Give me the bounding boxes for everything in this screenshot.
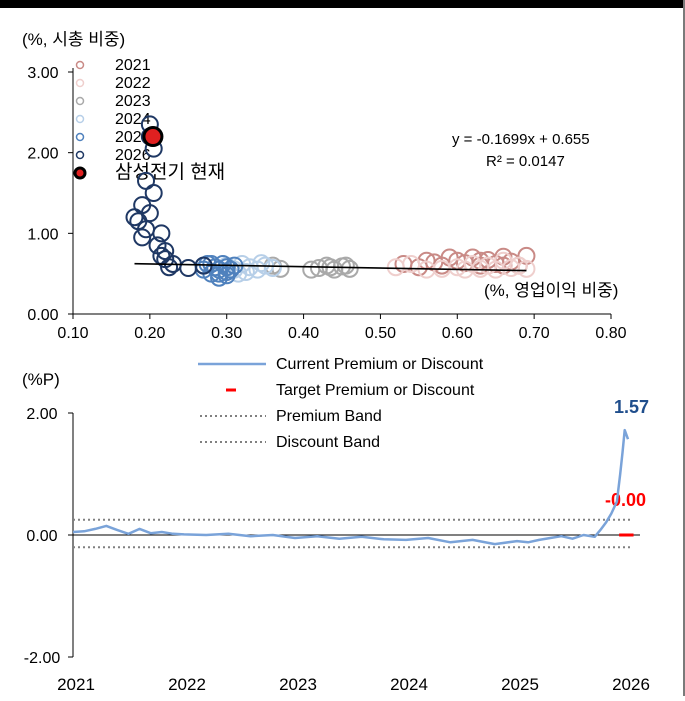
legend-marker — [75, 150, 85, 160]
line-chart: (%P) Current Premium or Discount Target P… — [22, 356, 650, 694]
legend-label: Premium Band — [276, 408, 382, 425]
legend-label: 2022 — [115, 75, 151, 92]
scatter-point — [156, 242, 175, 261]
scatter-x-tick-label: 0.40 — [288, 325, 319, 342]
line-x-tick-label: 2024 — [390, 675, 428, 694]
scatter-point — [263, 259, 282, 278]
scatter-point — [217, 266, 236, 285]
scatter-y-tick-label: 1.00 — [27, 226, 58, 243]
legend-label: 삼성전기 현재 — [115, 161, 225, 183]
scatter-y-tick-label: 3.00 — [27, 65, 58, 82]
line-legend: Current Premium or Discount Target Premiu… — [198, 356, 484, 451]
legend-label: 2023 — [115, 93, 151, 110]
top-border — [0, 0, 685, 8]
legend-marker — [75, 78, 85, 88]
scatter-point — [517, 259, 536, 278]
scatter-x-tick-label: 0.20 — [134, 325, 165, 342]
line-y-tick-label: 0.00 — [26, 528, 57, 545]
legend-label: 2026 — [115, 147, 151, 164]
line-y-tick-label: 2.00 — [26, 406, 57, 423]
legend-marker — [75, 132, 85, 142]
scatter-point — [252, 254, 271, 273]
current-end-label: 1.57 — [614, 397, 649, 417]
scatter-point — [463, 254, 482, 273]
trend-r-squared: R² = 0.0147 — [486, 153, 565, 170]
target-end-label: -0.00 — [605, 490, 646, 510]
scatter-point — [133, 228, 152, 247]
scatter-point — [142, 126, 164, 148]
scatter-point — [152, 224, 171, 243]
line-x-tick-label: 2023 — [279, 675, 317, 694]
scatter-point — [302, 260, 321, 279]
scatter-x-tick-label: 0.80 — [595, 325, 626, 342]
scatter-x-tick-label: 0.60 — [442, 325, 473, 342]
current-premium-line — [72, 428, 630, 546]
scatter-point — [140, 204, 159, 223]
scatter-point — [137, 171, 156, 190]
scatter-x-axis-title: (%, 영업이익 비중) — [484, 281, 618, 300]
legend-marker — [75, 96, 85, 106]
line-y-tick-label: -2.00 — [24, 650, 61, 667]
legend-marker — [75, 114, 85, 124]
legend-marker — [75, 60, 85, 70]
legend-label: 2021 — [115, 57, 151, 74]
scatter-point — [210, 268, 229, 287]
legend-marker — [73, 166, 87, 180]
scatter-y-tick-label: 2.00 — [27, 146, 58, 163]
line-x-tick-label: 2021 — [57, 675, 95, 694]
scatter-x-tick-label: 0.70 — [519, 325, 550, 342]
scatter-point — [494, 251, 513, 270]
scatter-x-tick-label: 0.50 — [365, 325, 396, 342]
scatter-point — [144, 184, 163, 202]
line-x-tick-label: 2022 — [168, 675, 206, 694]
right-border — [683, 0, 685, 696]
line-x-tick-label: 2026 — [612, 675, 650, 694]
legend-label: Current Premium or Discount — [276, 356, 484, 373]
scatter-point — [336, 256, 355, 275]
line-y-axis-title: (%P) — [22, 370, 60, 389]
legend-label: Target Premium or Discount — [276, 382, 475, 399]
scatter-x-tick-label: 0.30 — [211, 325, 242, 342]
scatter-x-tick-label: 0.10 — [57, 325, 88, 342]
scatter-y-axis-title: (%, 시총 비중) — [22, 30, 125, 49]
line-x-tick-label: 2025 — [501, 675, 539, 694]
legend-label: Discount Band — [276, 434, 380, 451]
scatter-y-tick-label: 0.00 — [27, 307, 58, 324]
scatter-point — [179, 259, 198, 278]
trend-equation: y = -0.1699x + 0.655 — [452, 131, 590, 148]
scatter-chart: (%, 시총 비중) (%, 영업이익 비중) y = -0.1699x + 0… — [22, 30, 627, 342]
scatter-point — [340, 259, 359, 278]
trend-line — [134, 262, 527, 272]
scatter-point — [402, 254, 421, 273]
legend-label: 2024 — [115, 111, 151, 128]
